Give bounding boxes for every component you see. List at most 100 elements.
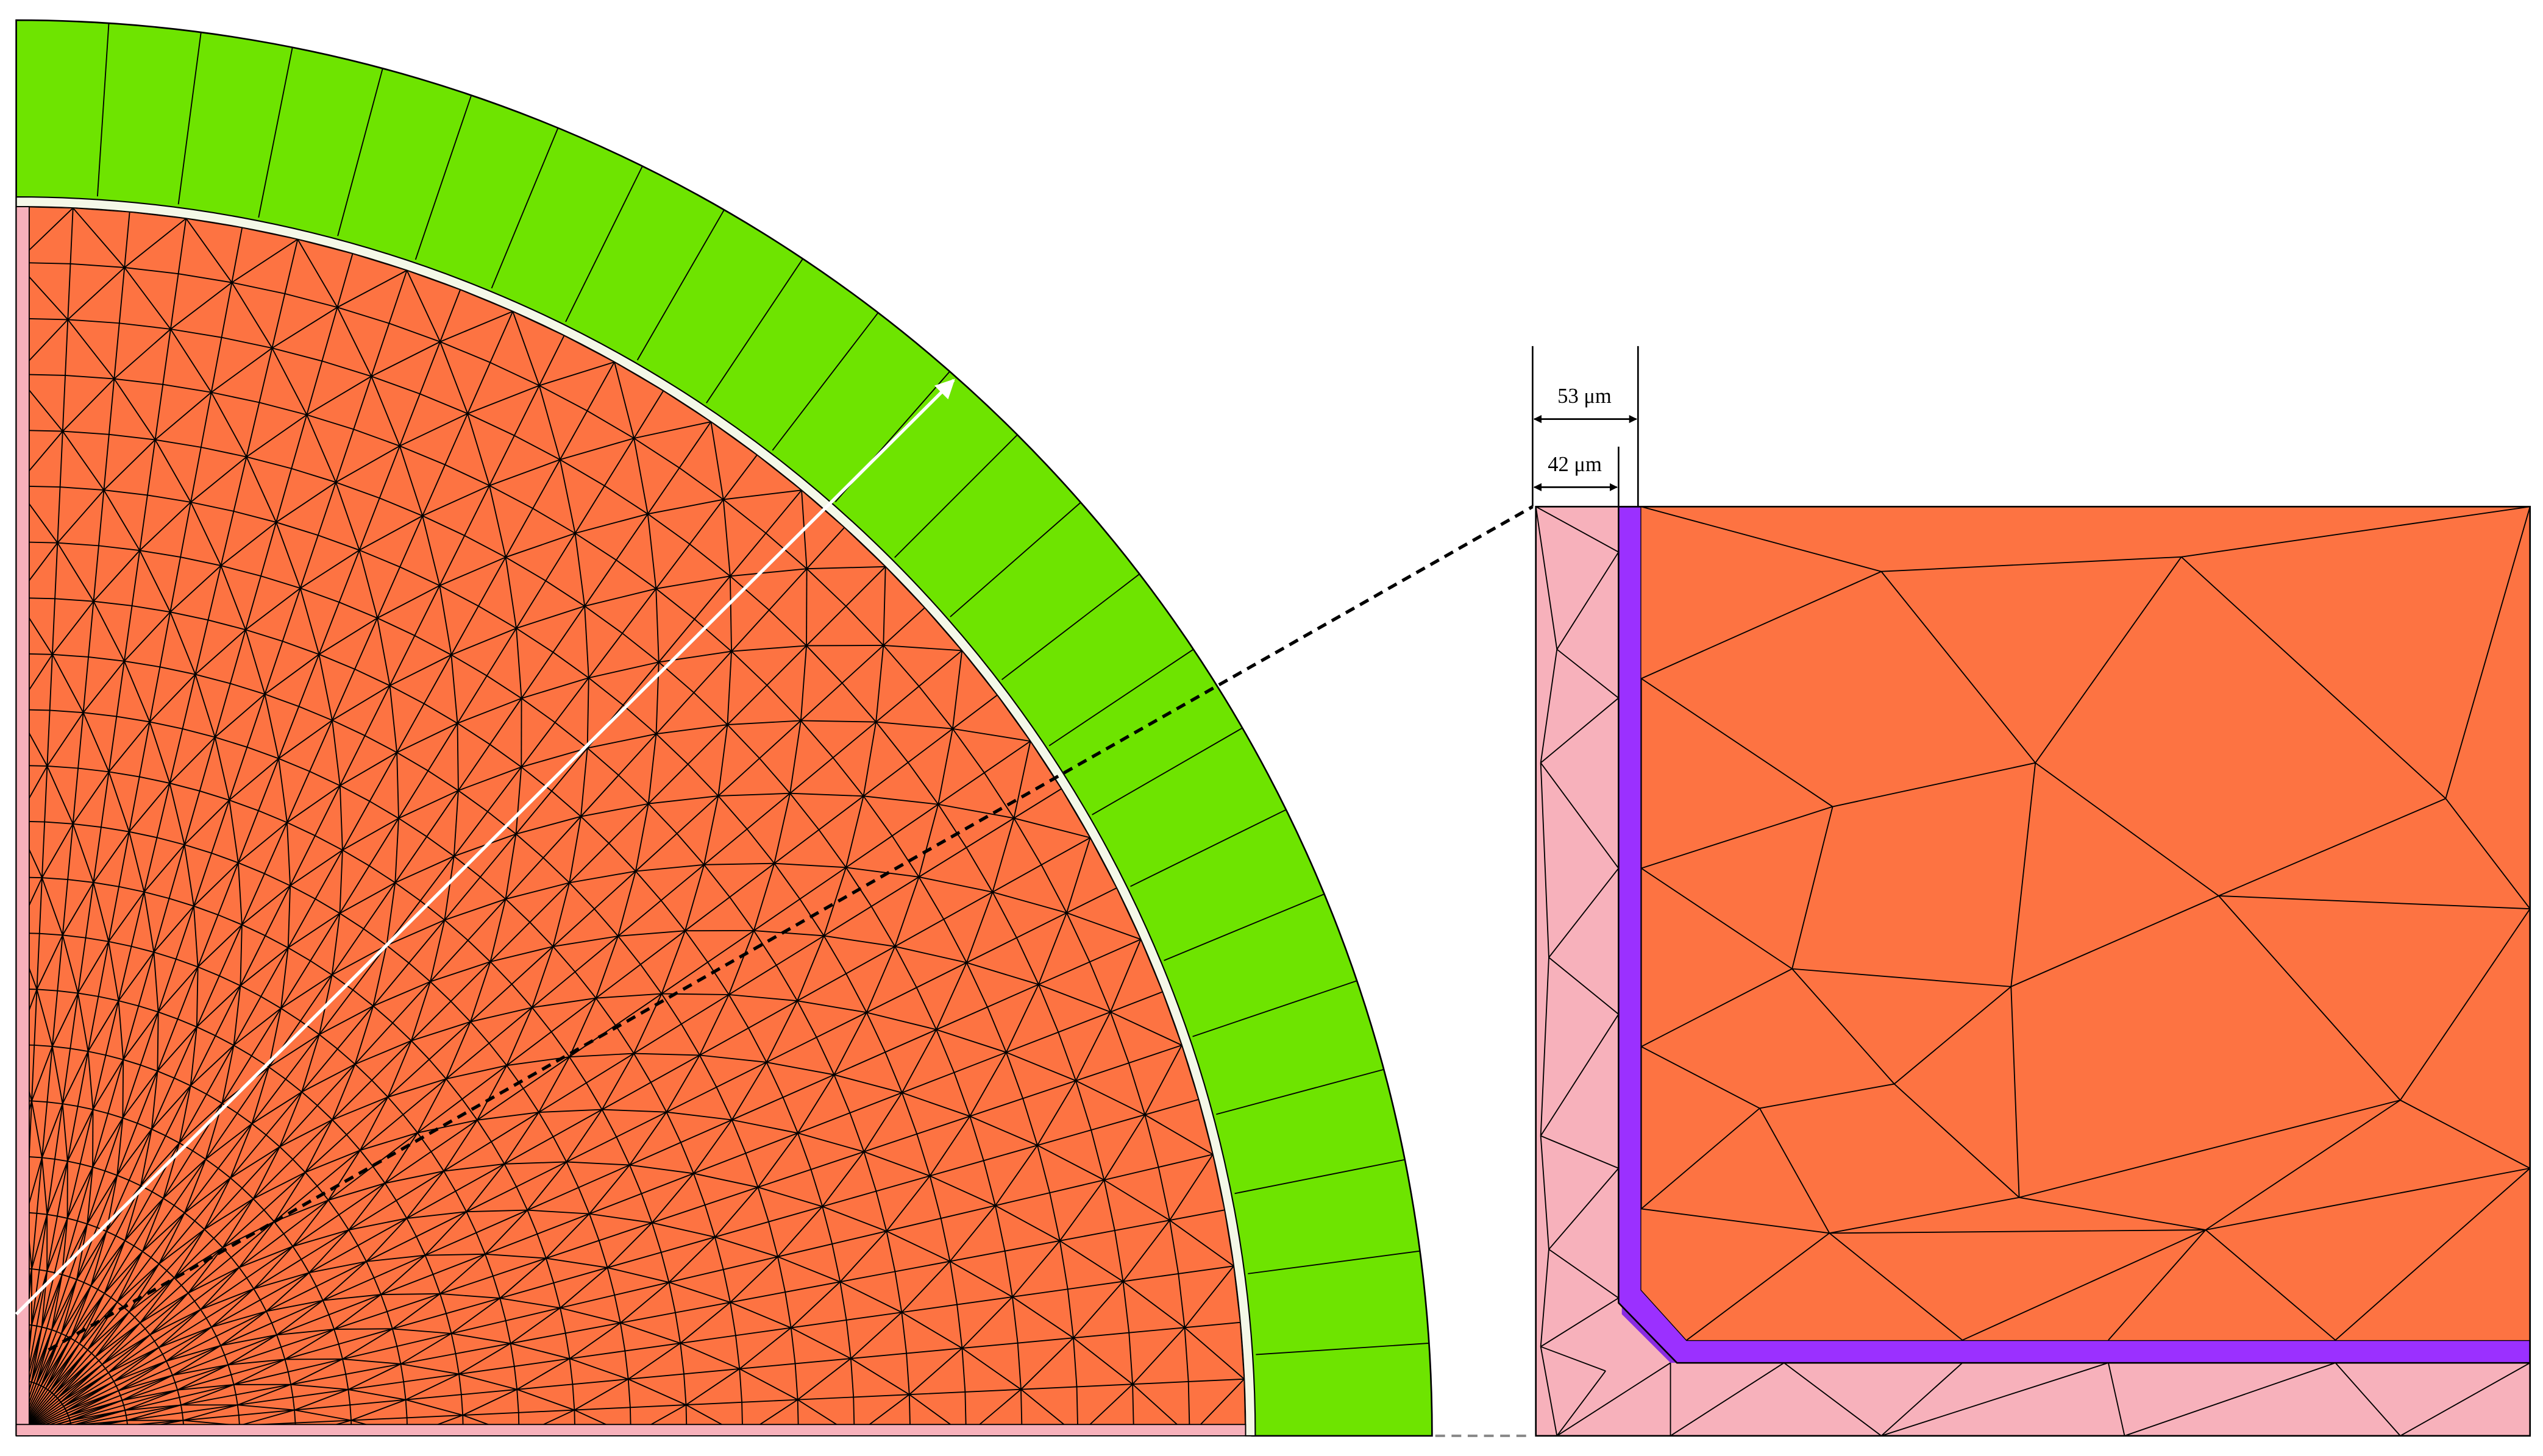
mesh-edge xyxy=(220,1322,272,1346)
mesh-edge xyxy=(322,1294,382,1301)
mesh-edge xyxy=(358,497,380,551)
mesh-edge xyxy=(427,723,458,772)
mesh-edge xyxy=(159,612,171,667)
mesh-edge xyxy=(131,550,141,606)
mesh-edge xyxy=(560,1307,621,1324)
mesh-edge xyxy=(569,1053,634,1058)
mesh-edge xyxy=(101,772,110,828)
mesh-edge xyxy=(398,817,427,837)
mesh-edge xyxy=(551,790,582,817)
mesh-edge xyxy=(315,850,343,900)
mesh-edge xyxy=(730,533,767,577)
mesh-edge xyxy=(137,1071,158,1124)
mesh-edge xyxy=(777,1243,833,1257)
mesh-edge xyxy=(123,1405,126,1411)
mesh-edge xyxy=(886,1175,931,1232)
mesh-edge xyxy=(774,793,791,864)
mesh-edge xyxy=(739,1327,792,1369)
mesh-edge xyxy=(511,984,533,1008)
mesh-edge xyxy=(108,772,130,832)
mesh-edge xyxy=(174,1229,205,1279)
mesh-edge xyxy=(123,1011,159,1060)
mesh-edge xyxy=(422,464,446,516)
mesh-edge xyxy=(656,575,731,589)
mesh-edge xyxy=(1556,648,1619,699)
mesh-edge xyxy=(1162,992,1183,1046)
mesh-edge xyxy=(342,850,370,867)
mesh-edge xyxy=(68,1394,121,1416)
mesh-edge xyxy=(386,1293,441,1312)
mesh-edge xyxy=(177,1384,234,1391)
mesh-edge xyxy=(258,347,273,403)
mesh-edge xyxy=(92,1167,105,1172)
mesh-edge xyxy=(886,1230,896,1272)
mesh-edge xyxy=(231,1358,285,1376)
mesh-edge xyxy=(407,1211,467,1219)
mesh-edge xyxy=(422,516,441,586)
mesh-edge xyxy=(253,1246,294,1290)
mesh-edge xyxy=(287,898,316,948)
mesh-edge xyxy=(2010,895,2219,987)
mesh-edge xyxy=(818,795,864,831)
mesh-edge xyxy=(116,1174,130,1181)
mesh-edge xyxy=(266,1299,323,1312)
mesh-edge xyxy=(489,961,513,985)
mesh-edge xyxy=(620,1322,681,1344)
mesh-edge xyxy=(757,1132,798,1188)
mesh-edge xyxy=(113,378,156,441)
mesh-edge xyxy=(569,1358,629,1380)
mesh-edge xyxy=(633,438,649,514)
mesh-edge xyxy=(601,1053,635,1110)
mesh-edge xyxy=(822,1190,877,1207)
mesh-edge xyxy=(319,1034,338,1049)
mesh-edge xyxy=(1110,1011,1183,1046)
mesh-edge xyxy=(123,1263,160,1307)
mesh-edge xyxy=(174,1078,191,1087)
mesh-edge xyxy=(439,1254,486,1294)
mesh-edge xyxy=(357,1218,407,1246)
mesh-edge xyxy=(515,767,522,834)
mesh-edge xyxy=(158,1229,205,1265)
mesh-edge xyxy=(776,935,825,966)
mesh-edge xyxy=(254,1272,310,1290)
mesh-edge xyxy=(687,724,728,765)
mesh-edge xyxy=(104,1293,112,1298)
mesh-edge xyxy=(157,1012,159,1071)
mesh-edge xyxy=(83,1346,88,1351)
mesh-edge xyxy=(790,1327,796,1364)
mesh-edge xyxy=(217,862,239,915)
mesh-edge xyxy=(54,1159,68,1162)
mesh-edge xyxy=(118,1000,139,1007)
mesh-edge xyxy=(396,1170,444,1201)
mesh-edge xyxy=(346,1134,361,1151)
mesh-edge xyxy=(237,862,243,925)
mesh-edge xyxy=(477,1112,539,1121)
mesh-edge xyxy=(51,1329,57,1332)
mesh-edge xyxy=(995,1205,1061,1241)
mesh-edge xyxy=(57,1161,68,1216)
mesh-edge xyxy=(539,385,588,411)
mesh-edge xyxy=(629,1112,667,1166)
mesh-edge xyxy=(174,1382,179,1390)
mesh-edge xyxy=(891,836,920,878)
mesh-edge xyxy=(685,930,708,963)
mesh-edge xyxy=(680,1142,694,1174)
mesh-edge xyxy=(818,829,847,868)
mesh-edge xyxy=(862,722,877,797)
mesh-edge xyxy=(919,650,962,687)
mesh-edge xyxy=(34,1044,52,1047)
mesh-edge xyxy=(73,207,125,268)
mesh-edge xyxy=(52,654,84,713)
mesh-edge xyxy=(994,1205,1006,1251)
mesh-edge xyxy=(693,692,728,725)
mesh-edge xyxy=(240,925,243,986)
mesh-edge xyxy=(169,736,216,784)
mesh-edge xyxy=(389,635,416,686)
mesh-edge xyxy=(545,580,585,607)
mesh-edge xyxy=(514,435,561,460)
mesh-edge xyxy=(952,728,985,773)
mesh-edge xyxy=(652,1204,705,1224)
mesh-edge xyxy=(532,1007,552,1032)
mesh-edge xyxy=(470,1007,533,1023)
mesh-edge xyxy=(279,1146,294,1160)
